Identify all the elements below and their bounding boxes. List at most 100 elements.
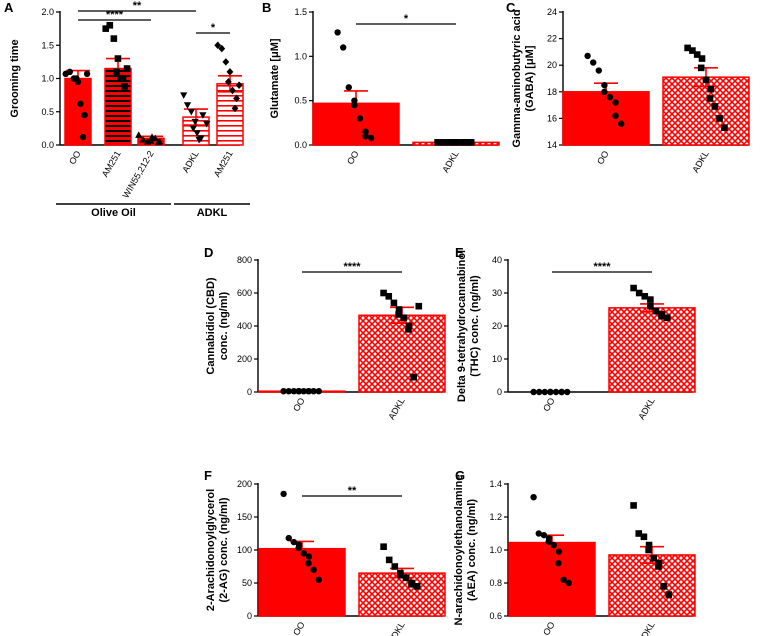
x-tick-label: OO — [345, 149, 361, 166]
data-point — [467, 139, 475, 146]
data-point — [445, 139, 453, 146]
x-tick-label: OO — [541, 396, 557, 413]
data-point — [635, 530, 643, 537]
x-tick-label-group: AM251 — [212, 149, 235, 179]
data-point — [225, 78, 232, 86]
y-tick-label: 20 — [547, 60, 557, 70]
data-point — [560, 576, 567, 583]
data-point — [351, 101, 358, 109]
y-tick-label: 150 — [237, 512, 252, 522]
x-tick-label-group: ADKL — [690, 149, 710, 174]
x-tick-label-group: ADKL — [440, 149, 460, 174]
y-tick-label: 16 — [547, 113, 557, 123]
data-point — [214, 41, 222, 50]
data-point — [684, 44, 691, 52]
panel-letter: F — [204, 468, 212, 483]
data-point — [647, 296, 654, 303]
x-tick-label: AM251 — [100, 149, 123, 179]
data-point — [397, 571, 404, 579]
data-point — [235, 81, 243, 89]
panel-letter: G — [455, 468, 465, 483]
data-point — [356, 115, 364, 122]
panel-f: F 0 50 100 150 200 2-Arachidonoylglycerol (2-AG… — [204, 468, 446, 636]
y-label-line1: Grooming time — [9, 39, 21, 117]
data-point — [408, 581, 415, 588]
data-point — [456, 139, 464, 146]
data-point — [139, 135, 147, 143]
x-tick-label-group: OO — [595, 149, 611, 166]
data-point — [147, 137, 155, 144]
data-point — [199, 112, 207, 119]
x-tick-label: OO — [541, 620, 557, 636]
data-point — [645, 546, 652, 554]
data-point — [310, 566, 317, 573]
y-label-line2: (THC) conc. (ng/ml) — [469, 275, 481, 377]
y-tick-label: 14 — [547, 140, 557, 150]
data-point — [385, 293, 393, 300]
y-tick-label: 0.5 — [294, 96, 307, 106]
y-label-line1: Gamma-aminobutyric acid — [511, 9, 523, 147]
x-tick-label: OO — [291, 620, 307, 636]
data-point — [564, 388, 571, 396]
bar — [608, 554, 696, 617]
data-point — [229, 86, 236, 95]
data-point — [310, 387, 317, 395]
data-point — [663, 314, 671, 322]
data-point — [536, 388, 543, 396]
y-label-line2: conc. (ng/ml) — [218, 291, 230, 360]
y-tick-label: 20 — [492, 321, 502, 331]
x-tick-label-group: OO — [291, 620, 307, 636]
significance-label: **** — [106, 9, 124, 21]
y-tick-label: 0.6 — [489, 611, 502, 621]
data-point — [630, 502, 637, 509]
panel-letter: A — [4, 0, 14, 15]
x-tick-label: ADKL — [690, 149, 710, 174]
y-axis-label: Cannabidiol (CBD) conc. (ng/ml) — [205, 277, 230, 374]
data-point — [218, 44, 226, 53]
data-point — [645, 541, 653, 549]
y-axis-label: N-arachidonoylethanolamine (AEA) conc. (n… — [453, 475, 478, 626]
y-tick-label: 1.2 — [489, 512, 502, 522]
data-point — [305, 553, 313, 560]
data-point — [79, 133, 87, 141]
data-point — [191, 118, 199, 126]
data-point — [635, 289, 643, 297]
data-point — [395, 311, 402, 318]
data-point — [203, 120, 211, 128]
data-point — [415, 302, 423, 310]
data-point — [385, 556, 393, 564]
x-tick-label-group: AM251 — [100, 149, 123, 179]
y-tick-label: 800 — [237, 255, 252, 265]
y-tick-label: 40 — [492, 255, 502, 265]
data-point — [693, 51, 701, 58]
x-tick-label: ADKL — [386, 620, 406, 636]
group-label: Olive Oil — [91, 207, 136, 219]
data-point — [380, 543, 387, 550]
y-tick-label: 30 — [492, 288, 502, 298]
data-point — [110, 35, 118, 42]
data-point — [183, 102, 192, 109]
data-point — [395, 306, 403, 313]
y-tick-label: 600 — [237, 288, 252, 298]
data-point — [195, 136, 203, 144]
data-point — [590, 59, 597, 66]
data-point — [285, 534, 292, 542]
bar — [258, 547, 346, 617]
data-point — [689, 47, 696, 54]
panel-letter: C — [506, 0, 516, 15]
x-tick-label: OO — [595, 149, 611, 166]
data-point — [698, 55, 706, 62]
bar — [216, 83, 244, 146]
y-tick-label: 1.4 — [489, 479, 502, 489]
data-point — [612, 99, 619, 106]
panel-b: B 0.0 0.5 1.0 1.5 Glutamate [μM] OO ADKL * — [262, 0, 500, 174]
data-point — [340, 44, 347, 51]
y-tick-label: 200 — [237, 479, 252, 489]
data-point — [66, 68, 73, 76]
y-label-line2: (2-AG) conc. (ng/ml) — [218, 497, 230, 602]
x-tick-label-group: OO — [345, 149, 361, 166]
y-axis-label: Gamma-aminobutyric acid (GABA) [μM] — [511, 9, 536, 147]
data-point — [565, 579, 572, 587]
data-point — [231, 104, 239, 113]
data-point — [102, 25, 110, 32]
